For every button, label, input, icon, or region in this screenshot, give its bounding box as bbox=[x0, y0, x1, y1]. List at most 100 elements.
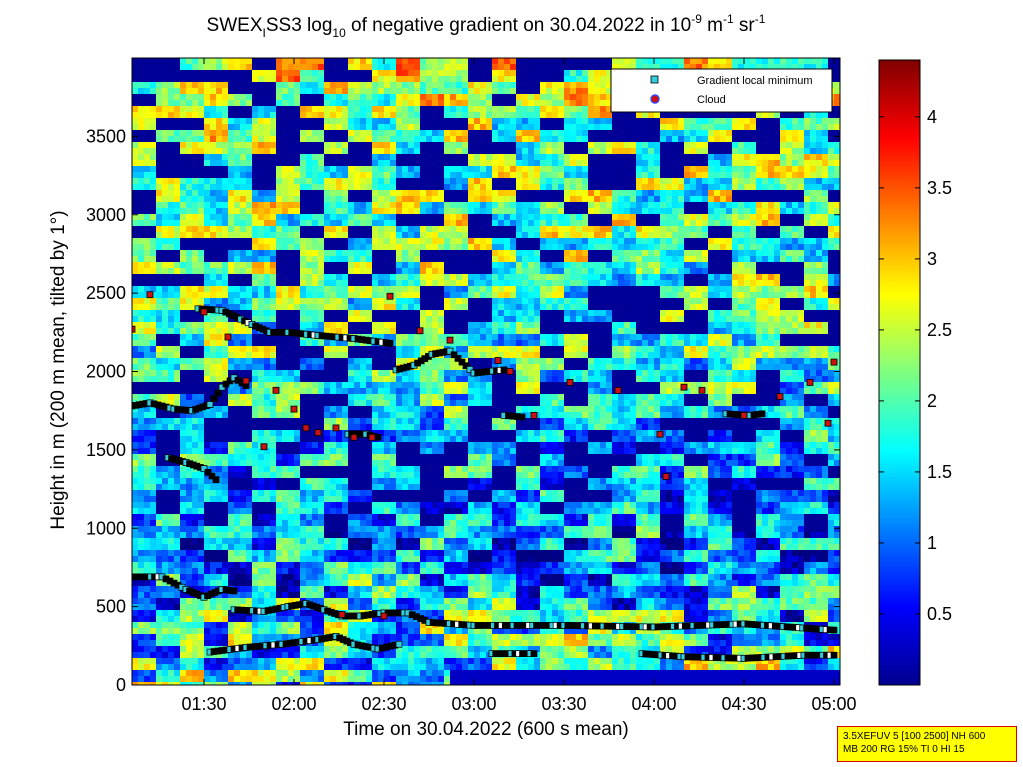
heatmap-cell bbox=[222, 148, 229, 155]
heatmap-cell bbox=[384, 250, 391, 257]
heatmap-cell bbox=[186, 316, 193, 323]
heatmap-cell bbox=[354, 622, 361, 629]
heatmap-cell bbox=[252, 412, 259, 419]
heatmap-cell bbox=[216, 364, 223, 371]
heatmap-cell bbox=[348, 676, 355, 683]
heatmap-cell bbox=[408, 562, 415, 569]
heatmap-cell bbox=[228, 670, 235, 677]
heatmap-cell bbox=[360, 166, 367, 173]
heatmap-cell bbox=[156, 622, 163, 629]
heatmap-cell bbox=[342, 568, 349, 575]
heatmap-cell bbox=[360, 586, 367, 593]
heatmap-cell bbox=[330, 100, 337, 107]
heatmap-cell bbox=[252, 118, 259, 125]
heatmap-cell bbox=[414, 406, 421, 413]
heatmap-cell bbox=[138, 58, 145, 65]
heatmap-cell bbox=[300, 202, 307, 209]
heatmap-cell bbox=[270, 124, 277, 131]
heatmap-cell bbox=[288, 292, 295, 299]
heatmap-cell bbox=[264, 550, 271, 557]
heatmap-cell bbox=[378, 604, 385, 611]
heatmap-cell bbox=[252, 484, 259, 491]
heatmap-cell bbox=[174, 358, 181, 365]
heatmap-cell bbox=[192, 400, 199, 407]
heatmap-cell bbox=[378, 238, 385, 245]
heatmap-cell bbox=[168, 400, 175, 407]
heatmap-cell bbox=[228, 616, 235, 623]
heatmap-cell bbox=[174, 610, 181, 617]
heatmap-cell bbox=[330, 310, 337, 317]
heatmap-cell bbox=[306, 58, 313, 65]
heatmap-cell bbox=[342, 106, 349, 113]
heatmap-cell bbox=[336, 376, 343, 383]
heatmap-cell bbox=[258, 250, 265, 257]
heatmap-cell bbox=[138, 130, 145, 137]
heatmap-cell bbox=[270, 670, 277, 677]
heatmap-cell bbox=[240, 292, 247, 299]
heatmap-cell bbox=[210, 568, 217, 575]
heatmap-cell bbox=[414, 244, 421, 251]
heatmap-cell bbox=[300, 106, 307, 113]
heatmap-cell bbox=[150, 580, 157, 587]
heatmap-cell bbox=[252, 238, 259, 245]
heatmap-cell bbox=[204, 532, 211, 539]
heatmap-cell bbox=[252, 550, 259, 557]
heatmap-cell bbox=[360, 436, 367, 443]
heatmap-cell bbox=[294, 460, 301, 467]
heatmap-cell bbox=[210, 448, 217, 455]
heatmap-cell bbox=[276, 304, 283, 311]
heatmap-cell bbox=[348, 388, 355, 395]
heatmap-cell bbox=[288, 646, 295, 653]
heatmap-cell bbox=[174, 376, 181, 383]
heatmap-cells bbox=[132, 58, 840, 685]
heatmap-cell bbox=[198, 508, 205, 515]
heatmap-cell bbox=[138, 454, 145, 461]
heatmap-cell bbox=[342, 310, 349, 317]
heatmap-cell bbox=[138, 502, 145, 509]
heatmap-cell bbox=[372, 382, 379, 389]
heatmap-cell bbox=[330, 544, 337, 551]
heatmap-cell bbox=[318, 574, 325, 581]
heatmap-cell bbox=[324, 388, 331, 395]
heatmap-cell bbox=[180, 322, 187, 329]
heatmap-cell bbox=[414, 352, 421, 359]
heatmap-cell bbox=[360, 526, 367, 533]
heatmap-cell bbox=[186, 340, 193, 347]
heatmap-cell bbox=[234, 142, 241, 149]
heatmap-cell bbox=[306, 148, 313, 155]
heatmap-cell bbox=[162, 58, 169, 65]
heatmap-cell bbox=[390, 670, 397, 677]
heatmap-cell bbox=[378, 424, 385, 431]
heatmap-cell bbox=[390, 274, 397, 281]
heatmap-cell bbox=[318, 358, 325, 365]
heatmap-cell bbox=[174, 304, 181, 311]
heatmap-cell bbox=[306, 664, 313, 671]
heatmap-cell bbox=[246, 328, 253, 335]
heatmap-cell bbox=[318, 244, 325, 251]
heatmap-cell bbox=[216, 358, 223, 365]
heatmap-cell bbox=[366, 322, 373, 329]
heatmap-cell bbox=[264, 148, 271, 155]
heatmap-cell bbox=[234, 526, 241, 533]
heatmap-cell bbox=[348, 298, 355, 305]
heatmap-cell bbox=[186, 274, 193, 281]
heatmap-cell bbox=[354, 244, 361, 251]
heatmap-cell bbox=[144, 298, 151, 305]
heatmap-cell bbox=[216, 544, 223, 551]
heatmap-cell bbox=[186, 232, 193, 239]
heatmap-cell bbox=[384, 562, 391, 569]
heatmap-cell bbox=[150, 472, 157, 479]
heatmap-cell bbox=[198, 298, 205, 305]
heatmap-cell bbox=[162, 214, 169, 221]
heatmap-cell bbox=[138, 106, 145, 113]
heatmap-cell bbox=[312, 106, 319, 113]
heatmap-cell bbox=[360, 58, 367, 65]
heatmap-cell bbox=[132, 118, 139, 125]
heatmap-cell bbox=[318, 490, 325, 497]
heatmap-cell bbox=[384, 232, 391, 239]
heatmap-cell bbox=[168, 364, 175, 371]
heatmap-cell bbox=[228, 382, 235, 389]
heatmap-cell bbox=[288, 58, 295, 65]
heatmap-cell bbox=[408, 76, 415, 83]
heatmap-cell bbox=[198, 436, 205, 443]
